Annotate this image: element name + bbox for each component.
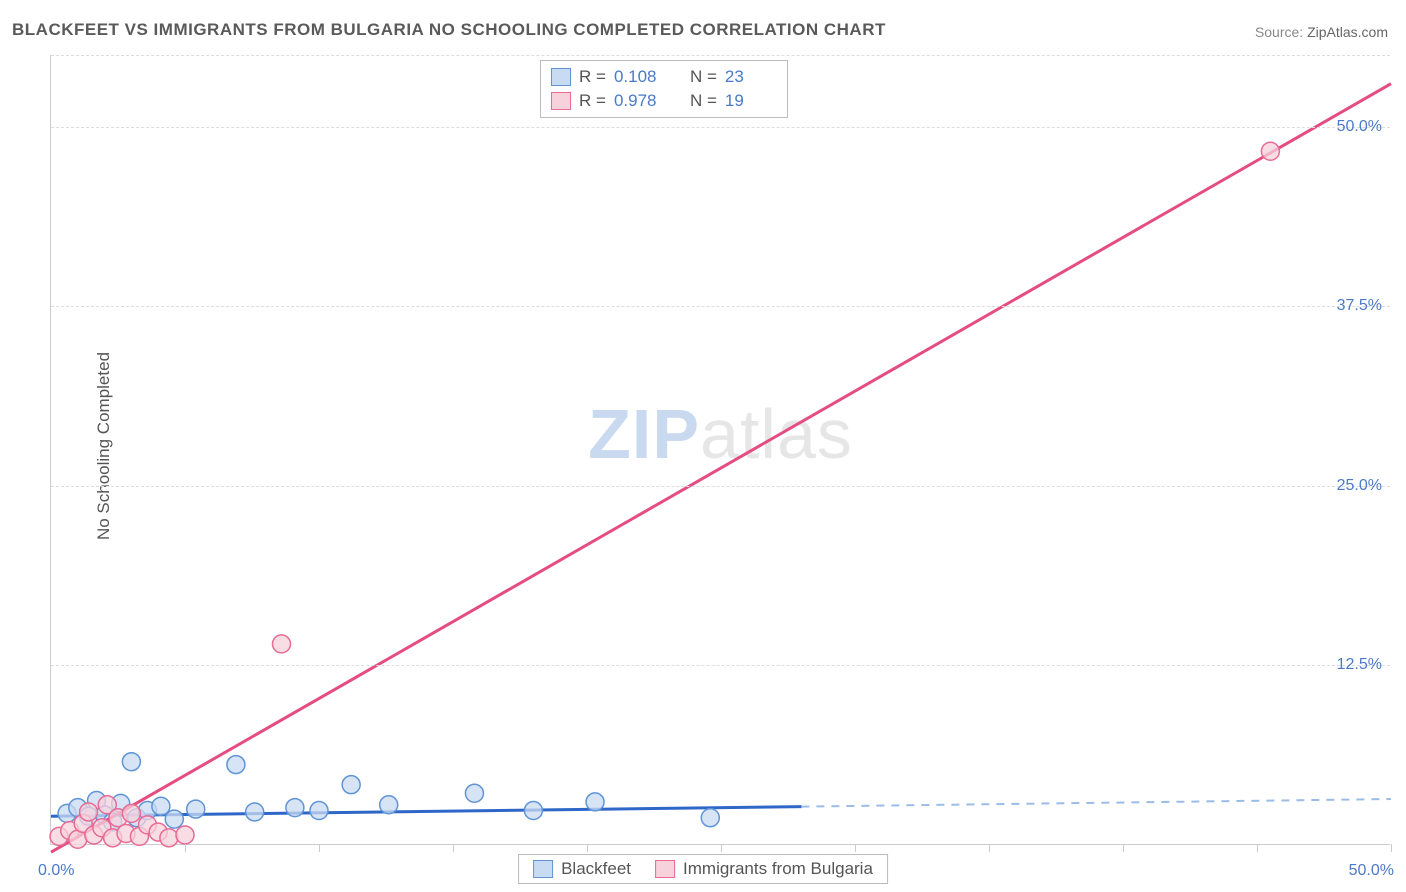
data-point — [122, 804, 140, 822]
data-point — [187, 800, 205, 818]
source-value: ZipAtlas.com — [1307, 24, 1388, 40]
data-point — [310, 802, 328, 820]
data-point — [165, 810, 183, 828]
trend-line-extrapolated — [801, 799, 1391, 807]
source-attribution: Source: ZipAtlas.com — [1255, 24, 1388, 40]
data-point — [380, 796, 398, 814]
data-point — [701, 809, 719, 827]
stats-legend: R = 0.108 N = 23 R = 0.978 N = 19 — [540, 60, 788, 118]
plot-area: ZIPatlas 12.5%25.0%37.5%50.0% — [50, 55, 1390, 845]
data-point — [80, 803, 98, 821]
gridline — [51, 306, 1390, 307]
stats-row-blackfeet: R = 0.108 N = 23 — [551, 65, 777, 89]
data-point — [1261, 142, 1279, 160]
chart-container: BLACKFEET VS IMMIGRANTS FROM BULGARIA NO… — [0, 0, 1406, 892]
gridline — [51, 55, 1390, 56]
data-point — [286, 799, 304, 817]
y-tick-label: 12.5% — [1337, 656, 1382, 674]
gridline — [51, 127, 1390, 128]
chart-title: BLACKFEET VS IMMIGRANTS FROM BULGARIA NO… — [12, 20, 886, 40]
r-label: R = — [579, 91, 606, 111]
x-tick — [587, 844, 588, 852]
data-point — [176, 826, 194, 844]
data-point — [342, 776, 360, 794]
legend-label-blackfeet: Blackfeet — [561, 859, 631, 879]
n-label: N = — [690, 91, 717, 111]
r-value-bulgaria: 0.978 — [614, 91, 666, 111]
data-point — [160, 829, 178, 847]
stats-row-bulgaria: R = 0.978 N = 19 — [551, 89, 777, 113]
trend-line — [51, 84, 1391, 852]
y-tick-label: 50.0% — [1337, 118, 1382, 136]
x-tick — [185, 844, 186, 852]
legend-label-bulgaria: Immigrants from Bulgaria — [683, 859, 873, 879]
swatch-bulgaria — [655, 860, 675, 878]
x-tick — [721, 844, 722, 852]
data-point — [524, 802, 542, 820]
gridline — [51, 665, 1390, 666]
n-value-bulgaria: 19 — [725, 91, 777, 111]
n-value-blackfeet: 23 — [725, 67, 777, 87]
x-tick — [855, 844, 856, 852]
r-label: R = — [579, 67, 606, 87]
y-tick-label: 37.5% — [1337, 297, 1382, 315]
data-point — [122, 753, 140, 771]
x-origin-label: 0.0% — [38, 862, 74, 880]
x-tick — [989, 844, 990, 852]
legend-item-bulgaria: Immigrants from Bulgaria — [655, 859, 873, 879]
data-point — [227, 756, 245, 774]
gridline — [51, 486, 1390, 487]
data-point — [246, 803, 264, 821]
swatch-blackfeet — [533, 860, 553, 878]
x-tick — [453, 844, 454, 852]
data-point — [272, 635, 290, 653]
series-legend: Blackfeet Immigrants from Bulgaria — [518, 854, 888, 884]
source-label: Source: — [1255, 24, 1303, 40]
x-tick — [1257, 844, 1258, 852]
legend-item-blackfeet: Blackfeet — [533, 859, 631, 879]
swatch-bulgaria — [551, 92, 571, 110]
x-tick — [1123, 844, 1124, 852]
x-max-label: 50.0% — [1349, 862, 1394, 880]
x-tick — [1391, 844, 1392, 852]
data-point — [586, 793, 604, 811]
x-tick — [319, 844, 320, 852]
r-value-blackfeet: 0.108 — [614, 67, 666, 87]
y-tick-label: 25.0% — [1337, 477, 1382, 495]
n-label: N = — [690, 67, 717, 87]
swatch-blackfeet — [551, 68, 571, 86]
data-point — [465, 784, 483, 802]
plot-svg — [51, 55, 1390, 844]
